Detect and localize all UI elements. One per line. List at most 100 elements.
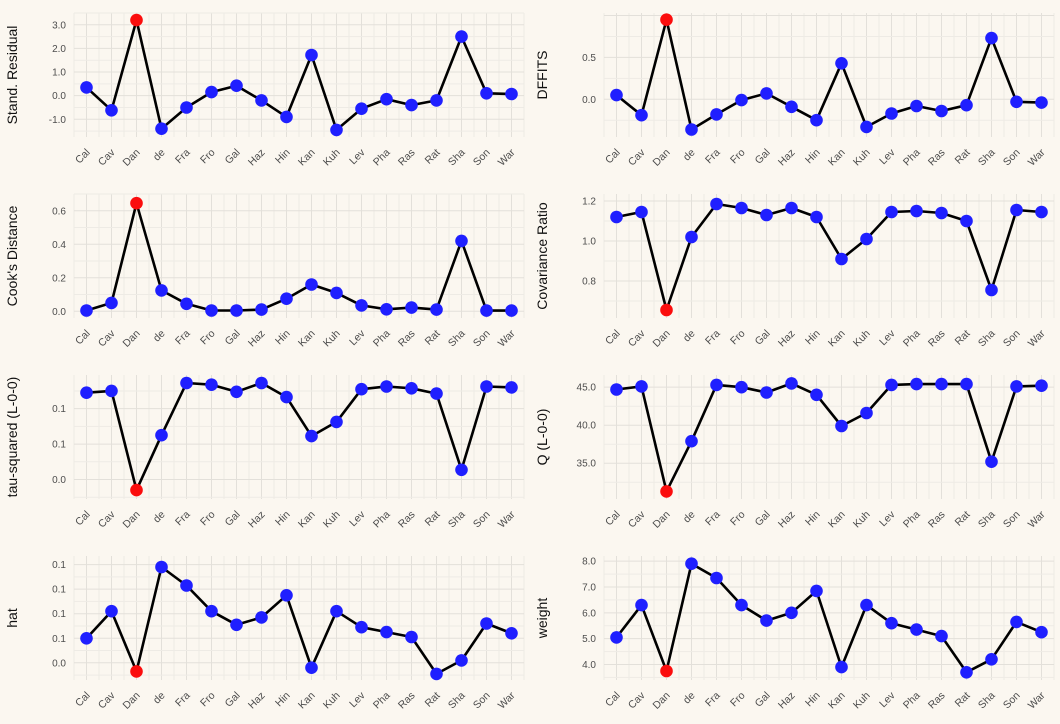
x-tick-label: Cav [96,327,118,349]
y-tick-label: 0.0 [52,658,66,669]
data-point [835,660,848,674]
x-tick-label: Haz [776,509,798,531]
data-point [305,661,318,674]
x-tick-label: Sha [446,147,468,169]
data-point [80,386,93,399]
data-point [305,429,318,443]
chart-hat: 0.1 0.1 0.1 0.1 0.0 Cal Cav Dan de Fra Fro Gal Haz Hi… [4,556,525,712]
data-point [230,79,243,92]
data-point [735,380,748,394]
data-point [330,123,343,137]
data-point [785,606,798,620]
panel-stand-residual: 3.0 2.0 1.0 0.0 -1.0 Cal Cav Dan de Fra Fro Gal Haz H… [0,0,530,181]
data-point [80,632,93,645]
panel-dffits: 0.5 0.0 Cal Cav Dan de Fra Fro Gal Haz Hin Kan Kuh Le… [530,0,1060,181]
x-tick-label: War [496,508,518,530]
data-point [105,384,118,398]
data-point [480,304,493,317]
grid [603,13,1055,137]
x-tick-label: Rat [953,509,973,529]
x-tick-label: Cal [73,509,93,529]
y-tick-label: 0.8 [582,277,596,288]
data-point [835,419,848,433]
y-axis-label: Cook's Distance [4,205,20,306]
y-tick-label: 0.0 [52,475,66,486]
y-tick-label: 3.0 [52,20,66,31]
data-point [910,204,923,218]
x-tick-label: Hin [803,690,823,710]
data-point [885,616,898,630]
y-tick-label: 45.0 [577,383,597,394]
x-tick-label: Son [1001,509,1023,531]
series-line [615,18,1043,131]
x-tick-label: Ras [396,690,418,712]
data-point [1035,205,1048,219]
x-tick-label: Cav [626,327,648,349]
data-point [455,30,468,43]
data-points [610,557,1048,679]
grid [603,556,1055,680]
panel-weight: 8.0 7.0 6.0 5.0 4.0 Cal Cav Dan de Fra Fro Gal Haz Hi… [530,543,1060,724]
x-tick-label: Pha [371,328,393,350]
x-tick-label: Dan [121,328,143,350]
x-tick-label: Fro [728,509,748,529]
data-point [155,122,168,135]
data-point [255,303,268,316]
x-tick-label: Lev [877,146,898,167]
x-tick-label: Rat [953,690,973,710]
y-tick-label: 8.0 [582,557,596,568]
data-point [860,598,873,612]
data-point [860,232,873,246]
data-point [330,415,343,429]
grid [603,375,1055,499]
y-tick-label: 2.0 [52,44,66,55]
x-tick-label: Ras [396,147,418,169]
data-point [180,579,193,592]
data-point [80,304,93,317]
x-tick-label: Kuh [851,690,873,712]
x-tick-label: Fra [703,509,723,529]
x-tick-label: Rat [953,328,973,348]
y-tick-label: 0.0 [52,307,66,318]
x-tick-label: Son [471,690,493,712]
x-tick-label: Ras [926,328,948,350]
data-point [205,604,218,618]
x-tick-label: Pha [901,147,923,169]
x-tick-label: Fro [728,690,748,710]
x-tick-label: Cav [96,508,118,530]
data-point [935,206,948,220]
data-point [735,598,748,612]
data-point [860,406,873,420]
x-tick-label: Dan [121,147,143,169]
y-tick-label: 0.0 [582,95,596,106]
highlighted-data-point [130,13,143,27]
data-point [1010,615,1023,629]
data-point [105,604,118,618]
data-point [105,104,118,117]
x-tick-label: Pha [901,690,923,712]
data-point [280,110,293,124]
data-point [860,120,873,134]
x-tick-label: Gal [753,690,773,710]
panel-hat: 0.1 0.1 0.1 0.1 0.0 Cal Cav Dan de Fra Fro Gal Haz Hi… [0,543,530,724]
y-tick-label: 7.0 [582,583,596,594]
data-point [810,584,823,598]
x-tick-label: Ras [926,509,948,531]
chart-weight: 8.0 7.0 6.0 5.0 4.0 Cal Cav Dan de Fra Fro Gal Haz Hi… [534,556,1055,712]
x-tick-label: Kan [826,509,848,531]
data-point [685,230,698,244]
x-tick-label: Kuh [321,328,343,350]
data-point [230,385,243,399]
highlighted-data-point [660,664,673,678]
x-tick-label: War [496,146,518,168]
highlighted-data-point [660,303,673,317]
x-tick-label: Gal [223,690,243,710]
x-tick-label: Son [1001,690,1023,712]
x-tick-label: Sha [446,509,468,531]
data-point [105,296,118,310]
x-tick-label: Haz [776,328,798,350]
data-point [455,463,468,477]
chart-dffits: 0.5 0.0 Cal Cav Dan de Fra Fro Gal Haz Hin Kan Kuh Le… [534,13,1055,169]
data-point [480,87,493,100]
y-tick-label: 0.0 [52,91,66,102]
